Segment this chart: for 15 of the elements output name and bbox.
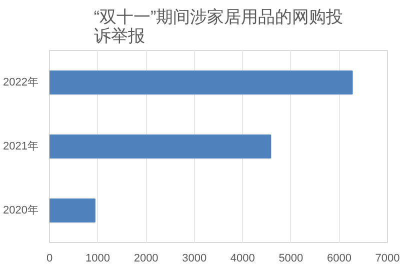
x-tick-label: 5000 (278, 252, 304, 264)
y-tick-label: 2022年 (3, 76, 39, 88)
x-tick-label: 2000 (134, 252, 158, 264)
x-tick-label: 0 (46, 252, 53, 264)
bar (50, 70, 353, 95)
bar (50, 198, 96, 223)
chart-title: “双十一”期间涉家居用品的网购投诉举报 (94, 8, 344, 46)
x-tick-label: 4000 (230, 252, 255, 264)
y-tick-label: 2021年 (3, 140, 39, 152)
bar (50, 134, 272, 159)
y-tick-label: 2020年 (3, 204, 39, 216)
x-tick-label: 6000 (326, 252, 352, 264)
x-tick-label: 3000 (182, 252, 207, 264)
x-tick-label: 7000 (375, 252, 400, 264)
x-tick-label: 1000 (86, 252, 110, 264)
